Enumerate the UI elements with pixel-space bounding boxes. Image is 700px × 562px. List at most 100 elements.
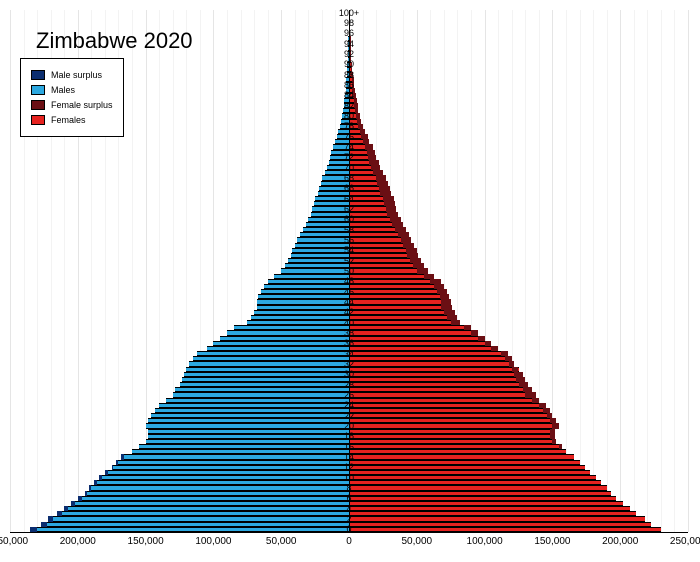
bar-female-surplus: [398, 232, 409, 237]
bar-female-surplus: [356, 113, 360, 118]
bar-male: [148, 418, 349, 423]
y-axis-label: 68: [343, 173, 355, 183]
bar-female: [349, 377, 525, 382]
bar-female-surplus: [539, 403, 546, 408]
bar-female-surplus: [360, 129, 365, 134]
bar-male: [247, 320, 349, 325]
bar-male: [297, 237, 349, 242]
y-axis-label: 12: [343, 462, 355, 472]
legend-swatch: [31, 100, 45, 110]
bar-female-surplus: [440, 294, 449, 299]
bar-female: [349, 398, 539, 403]
bar-female-surplus: [437, 289, 446, 294]
bar-male: [64, 506, 349, 511]
bar-female-surplus: [377, 181, 388, 186]
bar-male: [112, 465, 349, 470]
bar-male: [261, 289, 349, 294]
bar-female-surplus: [505, 356, 512, 361]
bar-female-surplus: [550, 429, 555, 434]
legend-swatch: [31, 85, 45, 95]
chart-title: Zimbabwe 2020: [36, 28, 193, 54]
grid-line-minor: [580, 10, 581, 532]
bar-female: [349, 506, 630, 511]
bar-male: [89, 485, 349, 490]
bar-female: [349, 454, 574, 459]
bar-female-surplus: [552, 439, 556, 444]
bar-female-surplus: [434, 284, 443, 289]
bar-female-surplus: [430, 279, 441, 284]
bar-male-surplus: [112, 465, 113, 470]
legend-label: Female surplus: [51, 100, 113, 110]
bar-male: [292, 248, 349, 253]
bar-female-surplus: [519, 382, 528, 387]
y-axis-label: 98: [343, 18, 355, 28]
bar-male: [258, 294, 349, 299]
bar-female-surplus: [386, 206, 397, 211]
y-axis-label: 96: [343, 28, 355, 38]
bar-female: [349, 305, 452, 310]
bar-female-surplus: [509, 361, 514, 366]
x-axis-label: 250,000: [0, 536, 28, 547]
grid-line-minor: [661, 10, 662, 532]
bar-male: [94, 480, 349, 485]
bar-female-surplus: [368, 155, 376, 160]
bar-female-surplus: [447, 315, 458, 320]
bar-female-surplus: [361, 134, 368, 139]
y-axis-label: 6: [345, 493, 352, 503]
bar-female: [349, 516, 645, 521]
bar-female: [349, 299, 451, 304]
bar-female: [349, 315, 457, 320]
y-axis-label: 8: [345, 483, 352, 493]
bar-female-surplus: [387, 212, 398, 217]
bar-female: [349, 408, 550, 413]
bar-male-surplus: [89, 485, 92, 490]
bar-male: [197, 351, 349, 356]
bar-female-surplus: [407, 253, 418, 258]
bar-female-surplus: [365, 144, 373, 149]
bar-female: [349, 346, 498, 351]
bar-female-surplus: [384, 201, 395, 206]
bar-male: [281, 268, 349, 273]
y-axis-label: 80: [343, 111, 355, 121]
bar-female: [349, 294, 449, 299]
bar-male: [268, 279, 349, 284]
bar-female-surplus: [403, 243, 414, 248]
y-axis-label: 44: [343, 297, 355, 307]
bar-male: [234, 325, 349, 330]
bar-female-surplus: [550, 434, 555, 439]
bar-male: [254, 310, 349, 315]
bar-male: [288, 258, 349, 263]
y-axis-label: 70: [343, 163, 355, 173]
bar-female: [349, 485, 607, 490]
bar-male: [148, 429, 349, 434]
x-axis-label: 200,000: [60, 536, 96, 547]
x-axis-label: 50,000: [266, 536, 297, 547]
bar-male: [121, 454, 349, 459]
bar-female-surplus: [552, 423, 559, 428]
grid-line-minor: [593, 10, 594, 532]
bar-female-surplus: [525, 392, 536, 397]
bar-female-surplus: [471, 330, 478, 335]
grid-line-minor: [607, 10, 608, 532]
y-axis-label: 26: [343, 390, 355, 400]
y-axis-label: 82: [343, 101, 355, 111]
grid-line: [620, 10, 621, 532]
bar-female-surplus: [512, 367, 519, 372]
bar-male: [146, 439, 349, 444]
bar-female: [349, 439, 556, 444]
bar-female-surplus: [441, 305, 452, 310]
y-axis-label: 36: [343, 338, 355, 348]
bar-female-surplus: [441, 299, 450, 304]
y-axis-label: 74: [343, 142, 355, 152]
bar-female: [349, 501, 623, 506]
bar-female: [349, 423, 559, 428]
x-axis-label: 100,000: [467, 536, 503, 547]
y-axis-label: 14: [343, 452, 355, 462]
bar-male-surplus: [99, 475, 102, 480]
bar-male: [99, 475, 349, 480]
bar-female-surplus: [523, 387, 532, 392]
bar-female-surplus: [464, 325, 471, 330]
bar-male: [207, 346, 349, 351]
bar-male: [146, 423, 349, 428]
bar-female: [349, 460, 580, 465]
